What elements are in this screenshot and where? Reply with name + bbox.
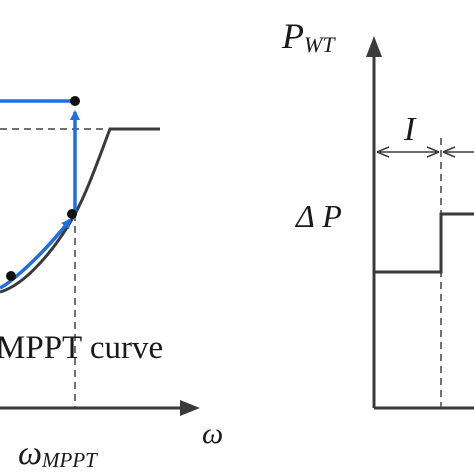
omega-mppt-label: ωMPPT xyxy=(18,435,98,472)
marker-low xyxy=(6,271,16,281)
power-step-profile xyxy=(374,212,474,274)
right-y-axis-arrow xyxy=(366,36,382,57)
delta-p-label: Δ P xyxy=(294,198,342,234)
left-panel: MPPT curve ω ωMPPT xyxy=(0,96,223,472)
marker-mppt xyxy=(67,209,77,219)
right-panel: PWT I Δ P xyxy=(281,16,474,410)
marker-top xyxy=(70,96,80,106)
left-x-axis-arrow xyxy=(180,400,200,416)
p-wt-axis-label: PWT xyxy=(281,16,336,57)
blue-trajectory-curve xyxy=(0,218,72,290)
mppt-curve-label: MPPT curve xyxy=(0,330,163,366)
x-axis-omega-label: ω xyxy=(202,417,223,450)
interval-arrow-left-head xyxy=(376,146,390,158)
interval-arrow-next-head xyxy=(442,146,456,158)
interval-label: I xyxy=(403,111,417,148)
interval-arrow-right-head xyxy=(426,146,440,158)
